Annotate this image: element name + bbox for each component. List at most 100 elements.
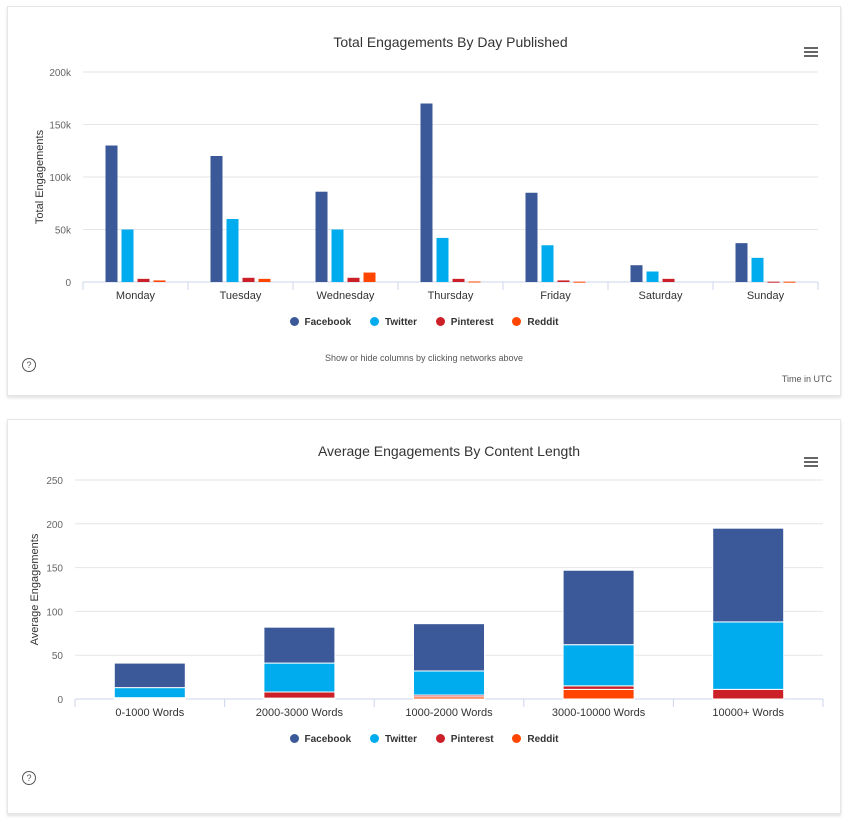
bar-pinterest — [452, 278, 465, 282]
x-tick-label: 3000-10000 Words — [552, 707, 646, 719]
bar-facebook — [105, 145, 118, 282]
y-tick-label: 200 — [46, 520, 63, 531]
bar-twitter — [562, 644, 635, 687]
bar-twitter — [646, 271, 659, 282]
x-tick-label: 1000-2000 Words — [405, 707, 493, 719]
legend-label: Facebook — [304, 734, 352, 745]
bar-facebook — [263, 626, 336, 664]
chart-title: Average Engagements By Content Length — [318, 443, 580, 459]
question-circle-icon[interactable]: ? — [22, 771, 36, 785]
x-tick-label: Wednesday — [317, 290, 375, 302]
pinterest-dot-icon — [435, 317, 445, 326]
x-tick-label: Monday — [116, 290, 156, 302]
bar-reddit — [363, 272, 376, 282]
bar-facebook — [420, 103, 433, 282]
legend-label: Pinterest — [450, 734, 494, 745]
chart-menu-button[interactable] — [804, 47, 818, 59]
x-tick-label: 10000+ Words — [712, 707, 784, 719]
reddit-dot-icon — [512, 317, 522, 326]
chart-legend: Facebook Twitter Pinterest Reddit — [8, 734, 840, 745]
y-tick-label: 250 — [46, 476, 63, 487]
bar-facebook — [630, 265, 643, 282]
bar-pinterest — [712, 688, 785, 700]
bar-twitter — [226, 219, 239, 282]
bar-reddit — [153, 280, 166, 282]
y-tick-label: 50k — [55, 226, 72, 237]
chart-title: Total Engagements By Day Published — [333, 34, 567, 50]
bar-pinterest — [347, 277, 360, 282]
bar-facebook — [525, 192, 538, 282]
bar-pinterest — [137, 278, 150, 282]
bar-twitter — [263, 662, 336, 693]
bar-reddit — [562, 688, 635, 700]
y-tick-label: 150 — [46, 564, 63, 575]
pinterest-dot-icon — [435, 734, 445, 743]
y-axis-label: Average Engagements — [29, 533, 41, 645]
legend-item-twitter[interactable]: Twitter — [369, 734, 418, 745]
question-circle-icon[interactable]: ? — [22, 358, 36, 372]
hamburger-menu-icon — [804, 457, 818, 459]
x-tick-label: Thursday — [428, 290, 474, 302]
bar-facebook — [210, 156, 223, 282]
legend-item-reddit[interactable]: Reddit — [512, 317, 558, 328]
bar-facebook — [735, 243, 748, 282]
bar-facebook — [712, 527, 785, 623]
legend-label: Pinterest — [450, 317, 494, 328]
bar-facebook — [113, 662, 186, 689]
legend-label: Twitter — [384, 317, 418, 328]
legend-item-pinterest[interactable]: Pinterest — [435, 317, 494, 328]
facebook-dot-icon — [289, 317, 299, 326]
bar-twitter — [712, 621, 785, 690]
bar-reddit — [573, 281, 586, 283]
average-engagements-chart: Average Engagements By Content Length 0 50… — [29, 443, 824, 719]
legend-item-reddit[interactable]: Reddit — [512, 734, 558, 745]
bar-pinterest — [662, 278, 675, 282]
average-engagements-panel: Average Engagements By Content Length 0 50… — [7, 419, 841, 814]
y-tick-label: 150k — [49, 121, 72, 132]
legend-item-twitter[interactable]: Twitter — [369, 317, 418, 328]
bar-twitter — [113, 687, 186, 699]
hamburger-menu-icon — [804, 47, 818, 49]
total-engagements-panel: Total Engagements By Day Published 0 50k 10… — [7, 6, 841, 396]
legend-item-facebook[interactable]: Facebook — [289, 317, 352, 328]
bar-reddit — [258, 278, 271, 282]
bar-facebook — [413, 623, 485, 672]
y-tick-label: 0 — [65, 278, 71, 289]
bar-twitter — [331, 229, 344, 282]
x-tick-label: Sunday — [747, 290, 785, 302]
bar-twitter — [541, 245, 554, 282]
reddit-dot-icon — [512, 734, 522, 743]
legend-label: Reddit — [527, 317, 559, 328]
hamburger-line — [804, 461, 818, 463]
legend-item-pinterest[interactable]: Pinterest — [435, 734, 494, 745]
toggle-hint: Show or hide columns by clicking network… — [324, 353, 524, 363]
x-tick-label: 0-1000 Words — [115, 707, 184, 719]
y-tick-label: 0 — [57, 695, 63, 706]
bar-pinterest — [767, 281, 780, 283]
legend-item-facebook[interactable]: Facebook — [289, 734, 352, 745]
facebook-dot-icon — [289, 734, 299, 743]
bar-facebook — [315, 191, 328, 282]
twitter-dot-icon — [369, 317, 379, 326]
legend-label: Reddit — [527, 734, 559, 745]
x-tick-label: Friday — [540, 290, 571, 302]
y-tick-label: 100k — [49, 173, 72, 184]
hamburger-line — [804, 55, 818, 57]
bar-twitter — [413, 670, 485, 696]
hamburger-line — [804, 51, 818, 53]
chart-menu-button[interactable] — [804, 457, 818, 469]
timezone-note: Time in UTC — [781, 374, 832, 384]
bar-pinterest — [562, 685, 635, 690]
bar-twitter — [121, 229, 134, 282]
x-tick-label: 2000-3000 Words — [256, 707, 344, 719]
chart-legend: Facebook Twitter Pinterest Reddit — [8, 317, 840, 328]
y-tick-label: 200k — [49, 68, 72, 79]
legend-label: Twitter — [384, 734, 418, 745]
y-tick-label: 100 — [46, 607, 63, 618]
bar-twitter — [436, 237, 449, 282]
y-tick-label: 50 — [52, 651, 64, 662]
bar-pinterest — [557, 280, 570, 282]
legend-label: Facebook — [304, 317, 352, 328]
bar-pinterest — [263, 691, 336, 699]
x-tick-label: Tuesday — [220, 290, 262, 302]
